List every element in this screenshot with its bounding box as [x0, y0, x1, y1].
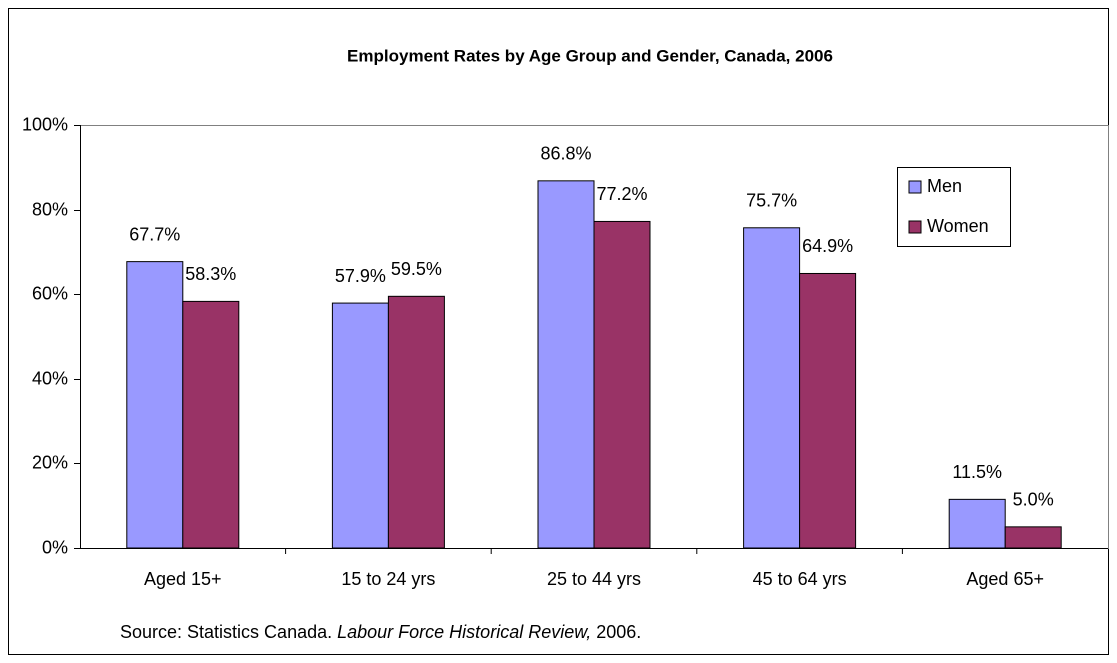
bar — [743, 227, 801, 549]
bar — [126, 261, 184, 549]
y-tick-label: 100% — [22, 114, 68, 134]
y-tick-label: 80% — [32, 199, 68, 219]
value-label: 75.7% — [746, 191, 797, 211]
value-label: 58.3% — [185, 264, 236, 284]
legend-label: Men — [927, 176, 962, 196]
y-tick-label: 0% — [42, 537, 68, 557]
bar — [537, 180, 595, 549]
value-label: 11.5% — [952, 462, 1002, 482]
y-tick-label: 60% — [32, 283, 68, 303]
value-label: 5.0% — [1013, 490, 1054, 510]
x-tick-label: Aged 15+ — [144, 569, 222, 589]
chart-title: Employment Rates by Age Group and Gender… — [347, 46, 833, 65]
bar — [387, 295, 445, 549]
bar — [331, 302, 389, 549]
value-label: 64.9% — [802, 236, 853, 256]
y-tick-label: 40% — [32, 368, 68, 388]
source-title: Labour Force Historical Review, — [337, 622, 591, 642]
value-label: 57.9% — [335, 266, 386, 286]
legend-label: Women — [927, 216, 989, 236]
value-label: 77.2% — [596, 184, 647, 204]
x-tick-label: 25 to 44 yrs — [547, 569, 641, 589]
bar — [948, 498, 1006, 549]
x-tick-label: 15 to 24 yrs — [341, 569, 435, 589]
x-tick-label: Aged 65+ — [966, 569, 1044, 589]
bar — [182, 300, 240, 549]
value-label: 67.7% — [129, 224, 180, 244]
value-label: 59.5% — [391, 259, 442, 279]
x-tick-label: 45 to 64 yrs — [753, 569, 847, 589]
source-note: Source: Statistics Canada. Labour Force … — [120, 622, 641, 642]
bar — [1004, 526, 1062, 549]
source-prefix: Source: Statistics Canada. — [120, 622, 332, 642]
bar — [593, 220, 651, 549]
legend-swatch — [908, 220, 922, 234]
value-label: 86.8% — [540, 144, 591, 164]
y-tick-label: 20% — [32, 452, 68, 472]
legend-swatch — [908, 180, 922, 194]
bar — [799, 272, 857, 549]
source-suffix: 2006. — [596, 622, 641, 642]
